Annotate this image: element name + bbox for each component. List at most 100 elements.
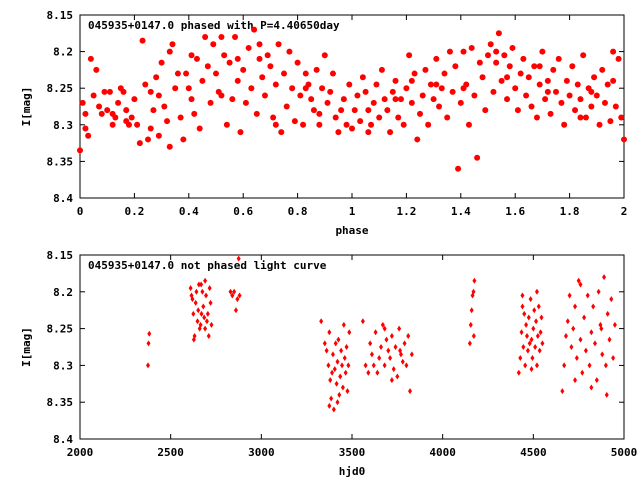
data-point [444, 114, 451, 121]
data-point [316, 121, 323, 128]
data-point [195, 318, 200, 325]
data-point [544, 88, 551, 95]
data-point [472, 277, 477, 284]
data-point [115, 99, 122, 106]
data-point [371, 362, 376, 369]
data-point [161, 103, 168, 110]
data-point [104, 107, 111, 114]
data-point [411, 70, 418, 77]
data-point [150, 107, 157, 114]
data-point [343, 369, 348, 376]
data-point [476, 59, 483, 66]
data-point [596, 288, 601, 295]
data-point [234, 55, 241, 62]
data-point [82, 125, 89, 132]
data-point [522, 310, 527, 317]
data-point [330, 351, 335, 358]
data-point [377, 355, 382, 362]
data-point [524, 321, 529, 328]
data-point [349, 125, 355, 132]
data-point [368, 340, 373, 347]
data-point [389, 88, 396, 95]
data-point [540, 340, 545, 347]
data-point [283, 103, 290, 110]
x-tick-label: 0.8 [288, 205, 308, 218]
data-point [203, 325, 208, 332]
data-point [375, 369, 380, 376]
data-point [259, 74, 266, 81]
data-point [457, 99, 464, 106]
data-point [403, 85, 410, 92]
data-point [324, 347, 329, 354]
data-point [465, 121, 472, 128]
data-point [169, 41, 176, 48]
data-point [188, 285, 193, 292]
data-point [183, 70, 190, 77]
data-point [577, 114, 584, 121]
data-point [344, 344, 349, 350]
data-point [449, 88, 456, 95]
data-point [87, 55, 94, 62]
data-point [596, 121, 603, 128]
data-point [90, 92, 97, 99]
data-point [569, 63, 576, 70]
data-point [256, 55, 263, 62]
data-point [526, 314, 531, 321]
data-point [561, 121, 568, 128]
data-point [599, 66, 606, 73]
data-point [196, 281, 201, 288]
data-point [599, 325, 604, 332]
data-point [365, 129, 372, 136]
data-point [199, 310, 204, 317]
data-point [188, 52, 195, 59]
y-tick-label: 8.35 [47, 396, 74, 409]
data-point [310, 107, 317, 114]
data-point [237, 129, 244, 136]
x-tick-label: 0.6 [233, 205, 253, 218]
data-point [340, 96, 347, 103]
data-point [525, 74, 532, 81]
data-point [77, 147, 83, 154]
data-point [342, 355, 347, 362]
data-point [192, 332, 197, 339]
data-point [389, 377, 394, 384]
data-point [136, 140, 143, 147]
data-point [574, 81, 581, 88]
data-point [221, 52, 228, 59]
data-point [387, 129, 394, 136]
data-point [363, 362, 368, 369]
data-point [391, 366, 396, 373]
data-point [422, 66, 429, 73]
data-point [379, 344, 384, 350]
data-point [368, 121, 375, 128]
data-point [600, 351, 605, 358]
data-point [542, 96, 549, 103]
data-point [589, 384, 594, 391]
data-point [577, 96, 584, 103]
data-point [397, 325, 402, 332]
data-point [427, 81, 434, 88]
data-point [204, 292, 209, 299]
data-point [589, 329, 594, 336]
data-point [106, 88, 113, 95]
data-point [147, 330, 152, 337]
x-tick-label: 0.2 [124, 205, 144, 218]
data-point [534, 288, 539, 295]
data-point [360, 318, 365, 325]
data-point [336, 336, 341, 343]
data-point [433, 55, 440, 62]
data-point [504, 74, 511, 81]
data-point [240, 66, 247, 73]
data-point [346, 362, 351, 369]
data-point [166, 48, 173, 55]
data-point [573, 303, 578, 310]
y-tick-label: 8.15 [47, 249, 74, 262]
data-point [101, 88, 108, 95]
data-point [354, 92, 361, 99]
data-point [134, 121, 141, 128]
data-point [207, 285, 212, 292]
data-point [347, 329, 352, 336]
data-point [327, 88, 334, 95]
data-point [392, 96, 399, 103]
data-point [291, 118, 298, 125]
